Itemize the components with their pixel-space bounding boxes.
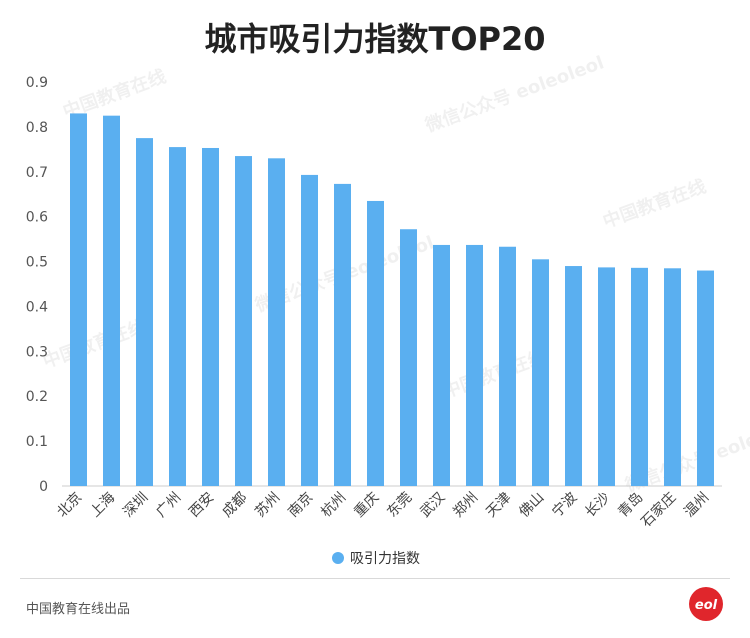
y-tick-label: 0.1	[26, 434, 48, 450]
bar	[664, 268, 681, 486]
y-tick-label: 0.6	[26, 210, 48, 226]
bar	[202, 147, 219, 486]
eol-logo-icon: eol	[689, 587, 723, 621]
x-tick-label: 重庆	[351, 490, 382, 521]
x-tick-label: 宁波	[549, 489, 581, 521]
x-tick-label: 北京	[54, 490, 85, 521]
x-tick-label: 西安	[186, 490, 217, 521]
x-axis-labels: 北京 上海 深圳 广州 西安 成都 苏州 南京 杭州 重庆 东莞 武汉 郑州 天津 佛山 宁波 长沙 青岛石家庄温…	[54, 489, 712, 531]
y-tick-label: 0.4	[26, 299, 48, 315]
x-tick-label: 苏州	[252, 490, 283, 521]
legend: 吸引力指数	[332, 551, 420, 567]
bar	[235, 156, 252, 487]
x-tick-label: 东莞	[384, 490, 415, 521]
x-tick-label: 郑州	[450, 490, 481, 521]
x-tick-label: 广州	[153, 490, 184, 521]
bar	[598, 267, 615, 486]
x-tick-label: 佛山	[516, 490, 547, 521]
bar	[103, 115, 120, 487]
bar	[433, 244, 450, 486]
bar	[631, 267, 648, 486]
x-tick-label: 南京	[285, 490, 316, 521]
bar	[367, 200, 384, 486]
y-tick-label: 0.2	[26, 389, 48, 405]
bar	[565, 266, 582, 486]
x-tick-label: 石家庄	[638, 489, 680, 531]
bar	[532, 259, 549, 486]
y-axis-labels: 0 0.1 0.2 0.3 0.4 0.5 0.6 0.7 0.8 0.9	[26, 75, 48, 495]
x-tick-label: 天津	[483, 490, 514, 521]
x-tick-label: 上海	[87, 490, 118, 521]
y-tick-label: 0.5	[26, 255, 48, 271]
x-tick-label: 深圳	[120, 490, 151, 521]
bar	[466, 244, 483, 486]
bar	[400, 229, 417, 487]
y-tick-label: 0	[39, 479, 48, 495]
x-tick-label: 温州	[681, 490, 712, 521]
chart-title: 城市吸引力指数TOP20	[204, 20, 546, 58]
x-tick-label: 成都	[219, 490, 250, 521]
bar	[499, 246, 516, 486]
y-tick-label: 0.8	[26, 120, 48, 136]
footer-source: 中国教育在线出品	[26, 602, 131, 617]
x-tick-label: 长沙	[582, 490, 613, 521]
y-tick-label: 0.3	[26, 344, 48, 360]
legend-marker	[332, 552, 344, 564]
bar	[697, 270, 714, 486]
bar	[268, 158, 285, 487]
bar	[70, 113, 87, 486]
bar	[169, 147, 186, 487]
bar	[301, 174, 318, 487]
bars	[70, 113, 714, 487]
bar	[334, 183, 351, 487]
bar	[136, 138, 153, 486]
x-tick-label: 杭州	[318, 490, 349, 521]
svg-text:eol: eol	[695, 598, 718, 613]
x-tick-label: 武汉	[417, 490, 448, 521]
footer-divider	[20, 578, 730, 579]
bar-chart: 0 0.1 0.2 0.3 0.4 0.5 0.6 0.7 0.8 0.9 北京 上海 深圳 广州 西安成…	[26, 75, 722, 567]
legend-label: 吸引力指数	[350, 551, 420, 567]
y-tick-label: 0.7	[26, 165, 48, 181]
y-tick-label: 0.9	[26, 75, 48, 91]
